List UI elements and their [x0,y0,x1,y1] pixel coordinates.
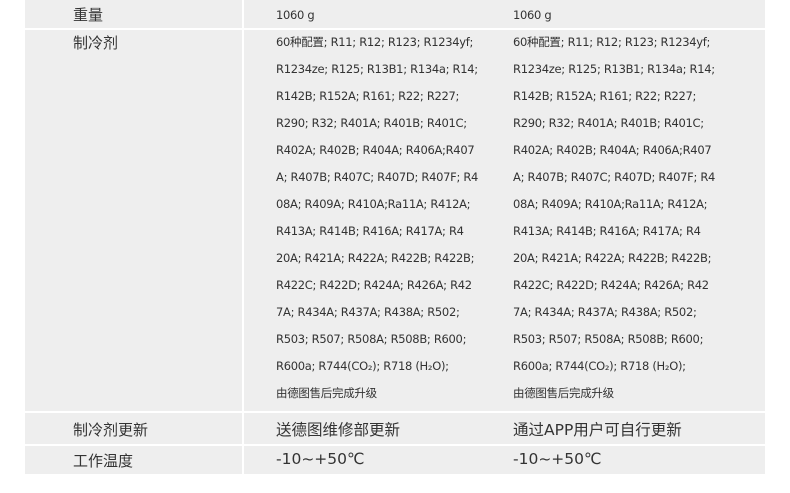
row-operating-temperature: 工作温度 -10~+50℃ -10~+50℃ [25,446,765,474]
update-label-cell: 制冷剂更新 [25,413,244,444]
refrigerant-line: 60种配置; R11; R12; R123; R1234yf; [276,35,474,49]
weight-label: 重量 [73,6,104,24]
refrigerant-line: R142B; R152A; R161; R22; R227; [513,89,697,103]
refrigerant-line: R422C; R422D; R424A; R426A; R42 [513,278,709,292]
refrigerant-line: R422C; R422D; R424A; R426A; R42 [276,278,472,292]
refrigerant-line: R402A; R402B; R404A; R406A;R407 [513,143,712,157]
refrigerant-line: 20A; R421A; R422A; R422B; R422B; [276,251,475,265]
refrigerant-line: 08A; R409A; R410A;Ra11A; R412A; [276,197,471,211]
refrigerant-line: 20A; R421A; R422A; R422B; R422B; [513,251,712,265]
temp-value-a: -10~+50℃ [276,450,365,468]
refrigerant-line: R290; R32; R401A; R401B; R401C; [513,116,704,130]
refrigerant-line: 由德图售后完成升级 [276,386,377,400]
refrigerant-label: 制冷剂 [73,34,119,52]
row-weight: 重量 1060 g 1060 g [25,0,765,28]
refrigerant-label-cell: 制冷剂 [25,30,244,411]
refrigerant-line: R503; R507; R508A; R508B; R600; [513,332,704,346]
temp-label: 工作温度 [73,452,134,470]
weight-label-cell: 重量 [25,0,244,28]
update-value-a: 送德图维修部更新 [276,421,401,439]
refrigerant-line: R600a; R744(CO₂); R718 (H₂O); [276,359,449,373]
refrigerant-line: 08A; R409A; R410A;Ra11A; R412A; [513,197,708,211]
weight-value-a: 1060 g [276,8,315,22]
refrigerant-list-a: 60种配置; R11; R12; R123; R1234yf; R1234ze; … [276,29,506,411]
refrigerant-line: A; R407B; R407C; R407D; R407F; R4 [276,170,479,184]
refrigerant-line: R600a; R744(CO₂); R718 (H₂O); [513,359,686,373]
refrigerant-list-b: 60种配置; R11; R12; R123; R1234yf; R1234ze; … [513,29,753,411]
weight-value-b: 1060 g [513,8,552,22]
update-label: 制冷剂更新 [73,421,149,439]
refrigerant-line: R1234ze; R125; R13B1; R134a; R14; [276,62,478,76]
refrigerant-line: 7A; R434A; R437A; R438A; R502; [276,305,460,319]
refrigerant-line: 由德图售后完成升级 [513,386,614,400]
row-refrigerant: 制冷剂 60种配置; R11; R12; R123; R1234yf; R1234… [25,30,765,411]
temp-label-cell: 工作温度 [25,446,244,474]
refrigerant-line: 7A; R434A; R437A; R438A; R502; [513,305,697,319]
refrigerant-line: R1234ze; R125; R13B1; R134a; R14; [513,62,715,76]
refrigerant-line: A; R407B; R407C; R407D; R407F; R4 [513,170,716,184]
refrigerant-line: R503; R507; R508A; R508B; R600; [276,332,467,346]
refrigerant-line: R290; R32; R401A; R401B; R401C; [276,116,467,130]
refrigerant-line: 60种配置; R11; R12; R123; R1234yf; [513,35,711,49]
refrigerant-line: R402A; R402B; R404A; R406A;R407 [276,143,475,157]
refrigerant-line: R413A; R414B; R416A; R417A; R4 [276,224,464,238]
refrigerant-line: R413A; R414B; R416A; R417A; R4 [513,224,701,238]
update-value-b: 通过APP用户可自行更新 [513,421,682,439]
row-refrigerant-update: 制冷剂更新 送德图维修部更新 通过APP用户可自行更新 [25,413,765,444]
temp-value-b: -10~+50℃ [513,450,602,468]
refrigerant-line: R142B; R152A; R161; R22; R227; [276,89,460,103]
